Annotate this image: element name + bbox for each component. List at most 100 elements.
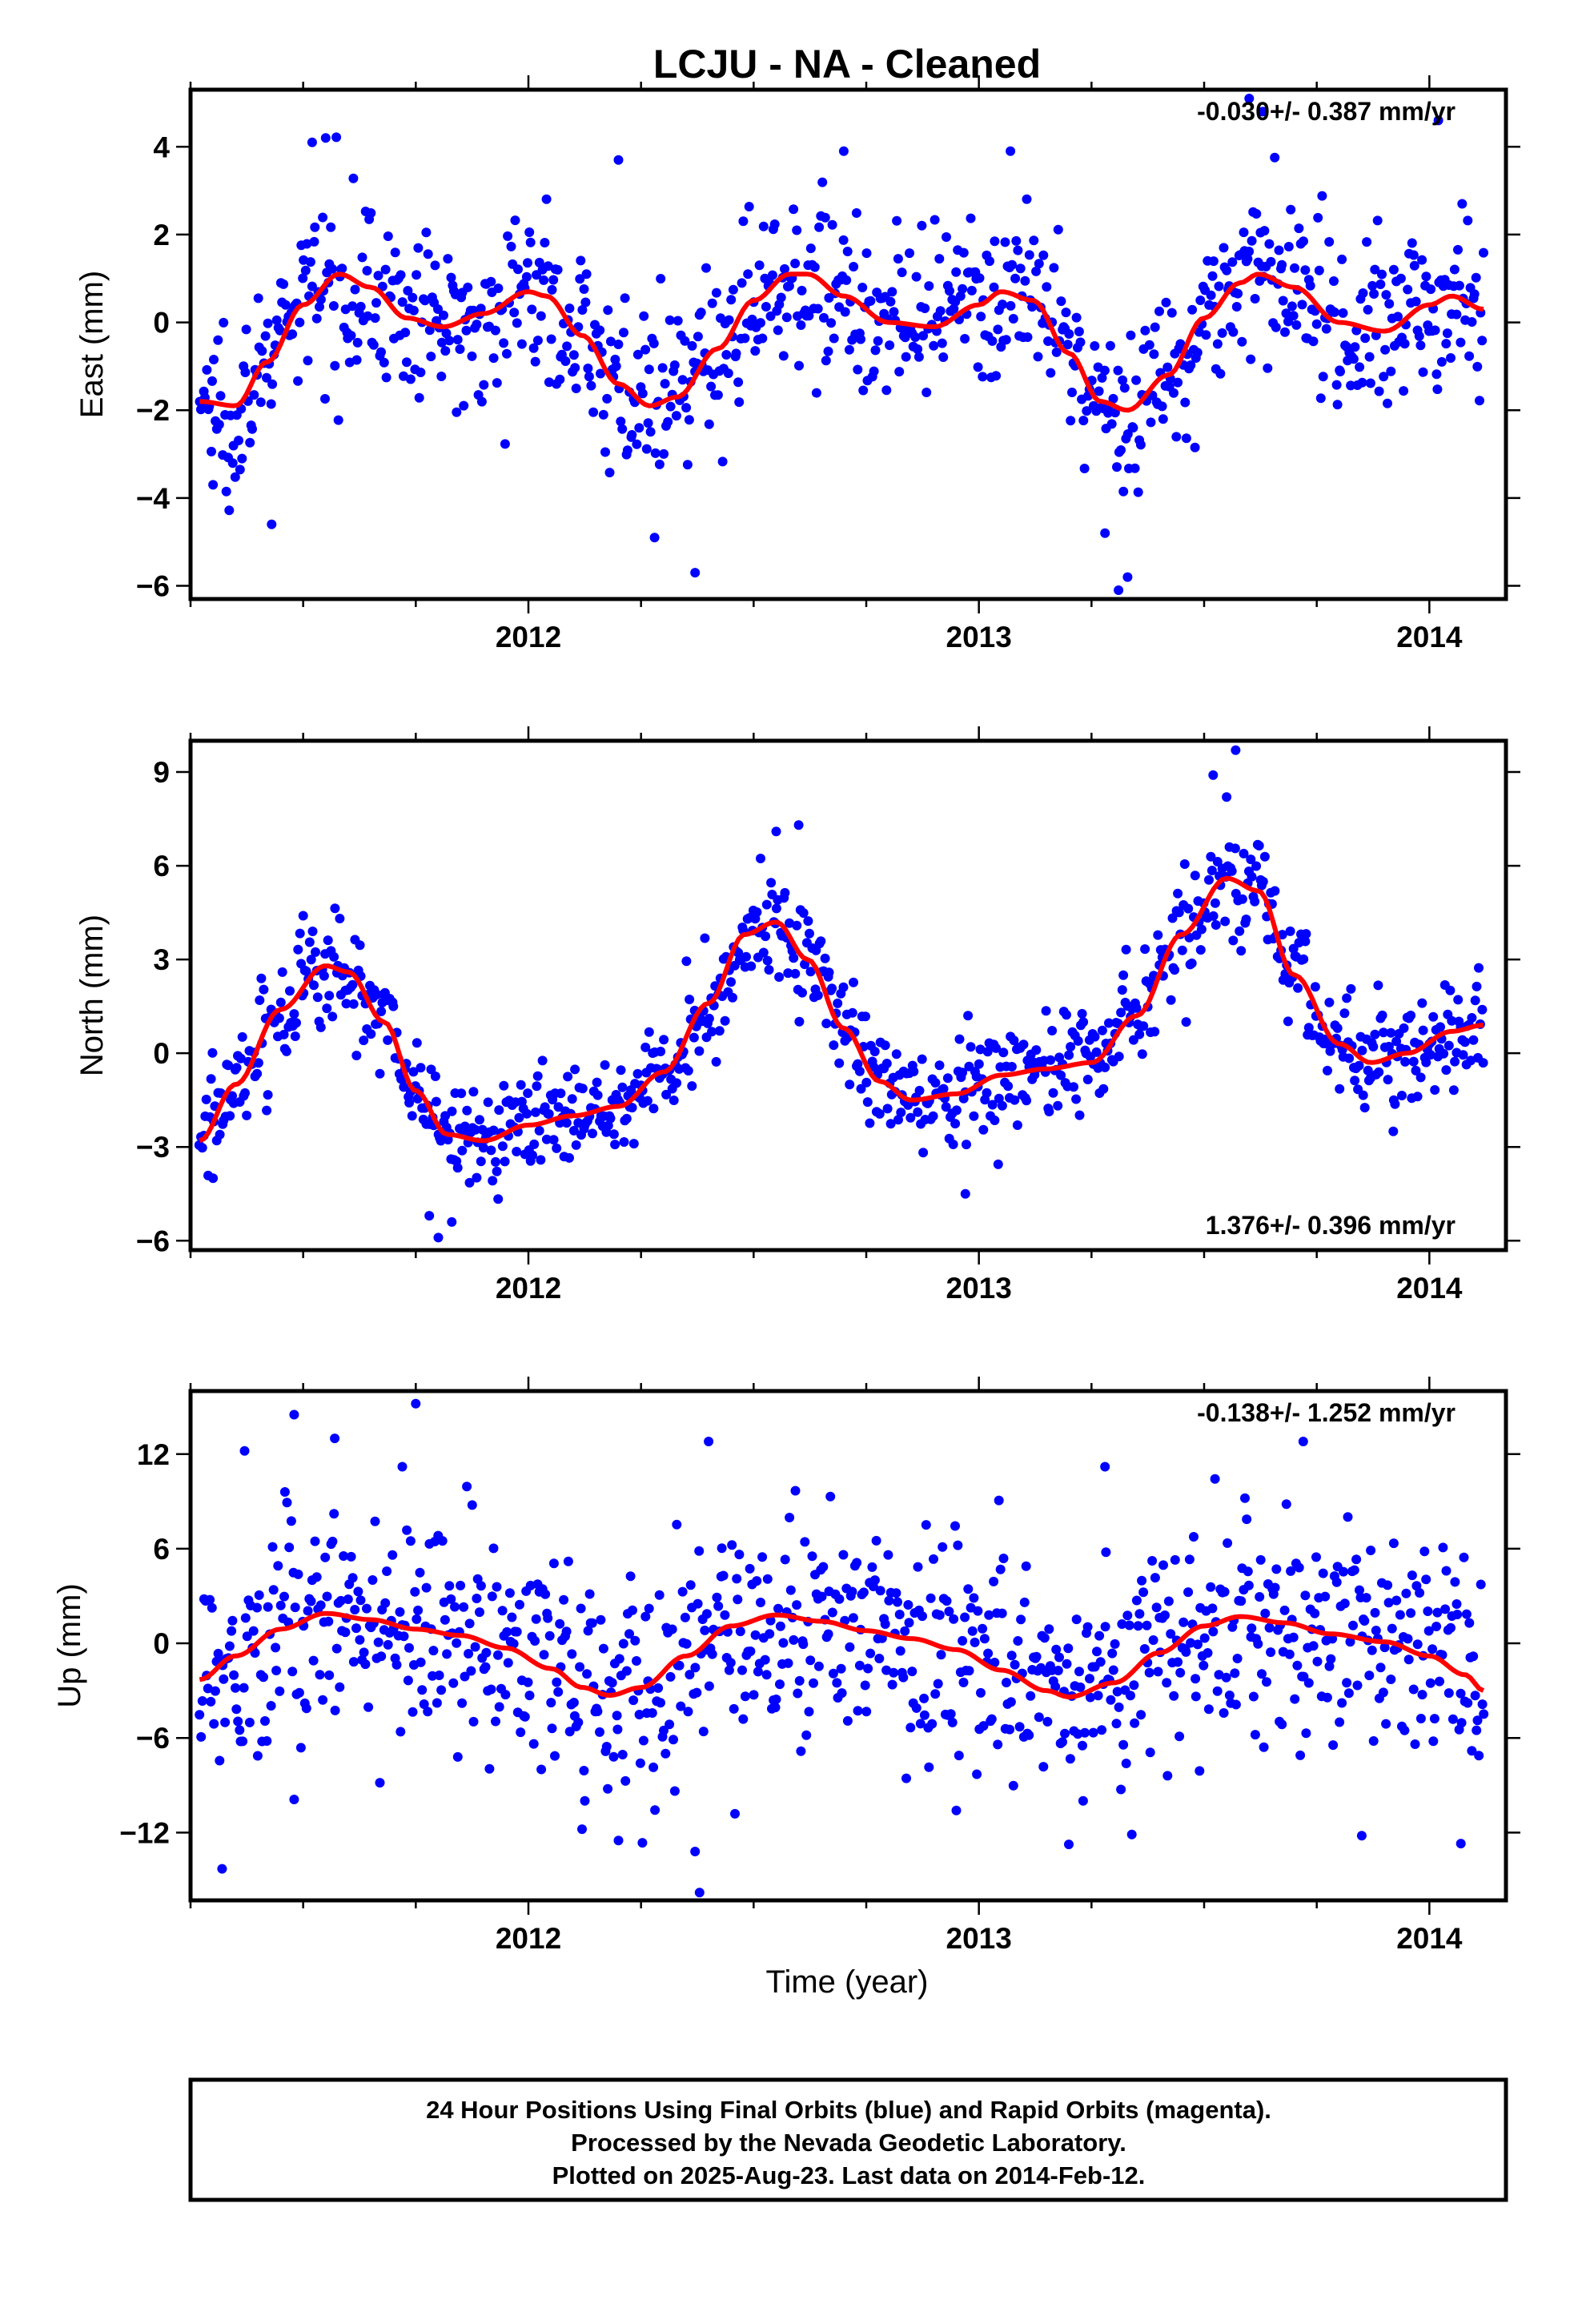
east-data-point	[756, 318, 765, 328]
east-data-point	[929, 340, 939, 351]
east-data-point	[1377, 269, 1387, 279]
north-data-point	[323, 935, 333, 946]
north-data-point	[1074, 1110, 1085, 1120]
up-data-point	[1199, 1633, 1210, 1643]
up-data-point	[254, 1590, 264, 1600]
up-data-point	[203, 1683, 213, 1694]
up-data-point	[1002, 1678, 1011, 1687]
north-data-point	[516, 1080, 526, 1090]
east-data-point	[588, 407, 599, 417]
north-data-point	[774, 972, 785, 982]
up-data-point	[410, 1586, 420, 1597]
up-data-point	[828, 1668, 838, 1679]
east-data-point	[1214, 281, 1224, 292]
east-data-point	[355, 301, 366, 312]
up-data-point	[320, 1552, 331, 1562]
up-data-point	[1053, 1666, 1063, 1675]
east-data-point	[1278, 296, 1288, 306]
north-data-point	[472, 1172, 482, 1183]
up-data-point	[1092, 1647, 1102, 1657]
up-data-point	[408, 1707, 418, 1717]
up-data-point	[1348, 1620, 1358, 1630]
up-data-point	[761, 1670, 772, 1680]
north-data-point	[306, 955, 316, 965]
east-data-point	[1370, 264, 1380, 275]
east-data-point	[1244, 94, 1255, 103]
up-data-point	[244, 1717, 255, 1727]
east-data-point	[1046, 368, 1056, 378]
up-data-point	[362, 1603, 371, 1614]
north-data-point	[433, 1232, 444, 1243]
up-data-point	[1240, 1493, 1250, 1503]
east-data-point	[1264, 239, 1275, 249]
up-data-point	[227, 1615, 238, 1626]
up-data-point	[322, 1591, 332, 1602]
up-data-point	[540, 1589, 551, 1599]
up-data-point	[1415, 1714, 1426, 1723]
up-data-point	[704, 1681, 714, 1691]
north-data-point	[1388, 1126, 1399, 1136]
up-data-point	[484, 1763, 495, 1774]
north-data-point	[1220, 916, 1231, 927]
north-data-point	[497, 1141, 508, 1152]
up-data-point	[1300, 1590, 1311, 1601]
north-data-point	[528, 1150, 537, 1160]
up-data-point	[1024, 1730, 1034, 1740]
east-data-point	[1407, 238, 1417, 248]
up-data-point	[880, 1619, 890, 1629]
north-data-point	[208, 1173, 219, 1184]
up-data-point	[1359, 1616, 1370, 1626]
east-data-point	[1409, 260, 1419, 271]
east-data-point	[1158, 414, 1168, 424]
east-data-point	[993, 324, 1003, 335]
east-fit-line	[199, 271, 1484, 413]
up-data-point	[289, 1795, 299, 1804]
north-data-point	[1227, 866, 1237, 876]
east-data-point	[441, 328, 452, 339]
east-data-point	[949, 304, 959, 314]
north-data-point	[311, 947, 320, 957]
north-data-point	[1406, 1011, 1416, 1020]
up-data-point	[1162, 1771, 1173, 1781]
east-data-point	[858, 385, 869, 396]
east-data-point	[528, 343, 539, 353]
up-data-point	[949, 1614, 959, 1624]
east-data-point	[887, 287, 897, 297]
north-data-point	[1458, 1050, 1468, 1060]
up-y-tick-label: 6	[153, 1533, 170, 1566]
north-y-tick-label: −3	[136, 1131, 170, 1164]
up-data-point	[884, 1595, 894, 1606]
east-data-point	[368, 340, 379, 350]
up-data-point	[1137, 1575, 1147, 1586]
east-data-point	[523, 258, 532, 268]
up-data-point	[775, 1621, 785, 1631]
east-data-point	[586, 380, 596, 391]
north-data-point	[792, 920, 802, 931]
up-data-point	[1219, 1586, 1230, 1597]
east-data-point	[917, 220, 927, 231]
up-data-point	[1166, 1629, 1176, 1639]
up-data-point	[347, 1573, 358, 1583]
east-data-point	[337, 263, 347, 274]
east-data-point	[769, 219, 780, 229]
east-data-point	[547, 284, 557, 295]
up-data-point	[700, 1625, 710, 1635]
up-data-point	[725, 1658, 736, 1668]
up-data-point	[1199, 1660, 1209, 1671]
up-data-point	[564, 1727, 575, 1737]
east-data-point	[1034, 259, 1044, 269]
east-data-point	[262, 372, 271, 383]
up-data-point	[1257, 1669, 1267, 1679]
east-data-point	[1106, 419, 1117, 429]
east-data-point	[1367, 280, 1378, 291]
east-data-point	[690, 568, 701, 578]
east-data-point	[1074, 327, 1084, 336]
up-data-point	[213, 1648, 223, 1659]
east-data-point	[1192, 348, 1203, 358]
east-data-point	[315, 295, 326, 304]
north-data-point	[803, 916, 813, 927]
up-data-point	[858, 1587, 869, 1598]
up-data-point	[1236, 1596, 1247, 1606]
up-data-point	[507, 1612, 517, 1622]
north-data-point	[1415, 1072, 1426, 1083]
